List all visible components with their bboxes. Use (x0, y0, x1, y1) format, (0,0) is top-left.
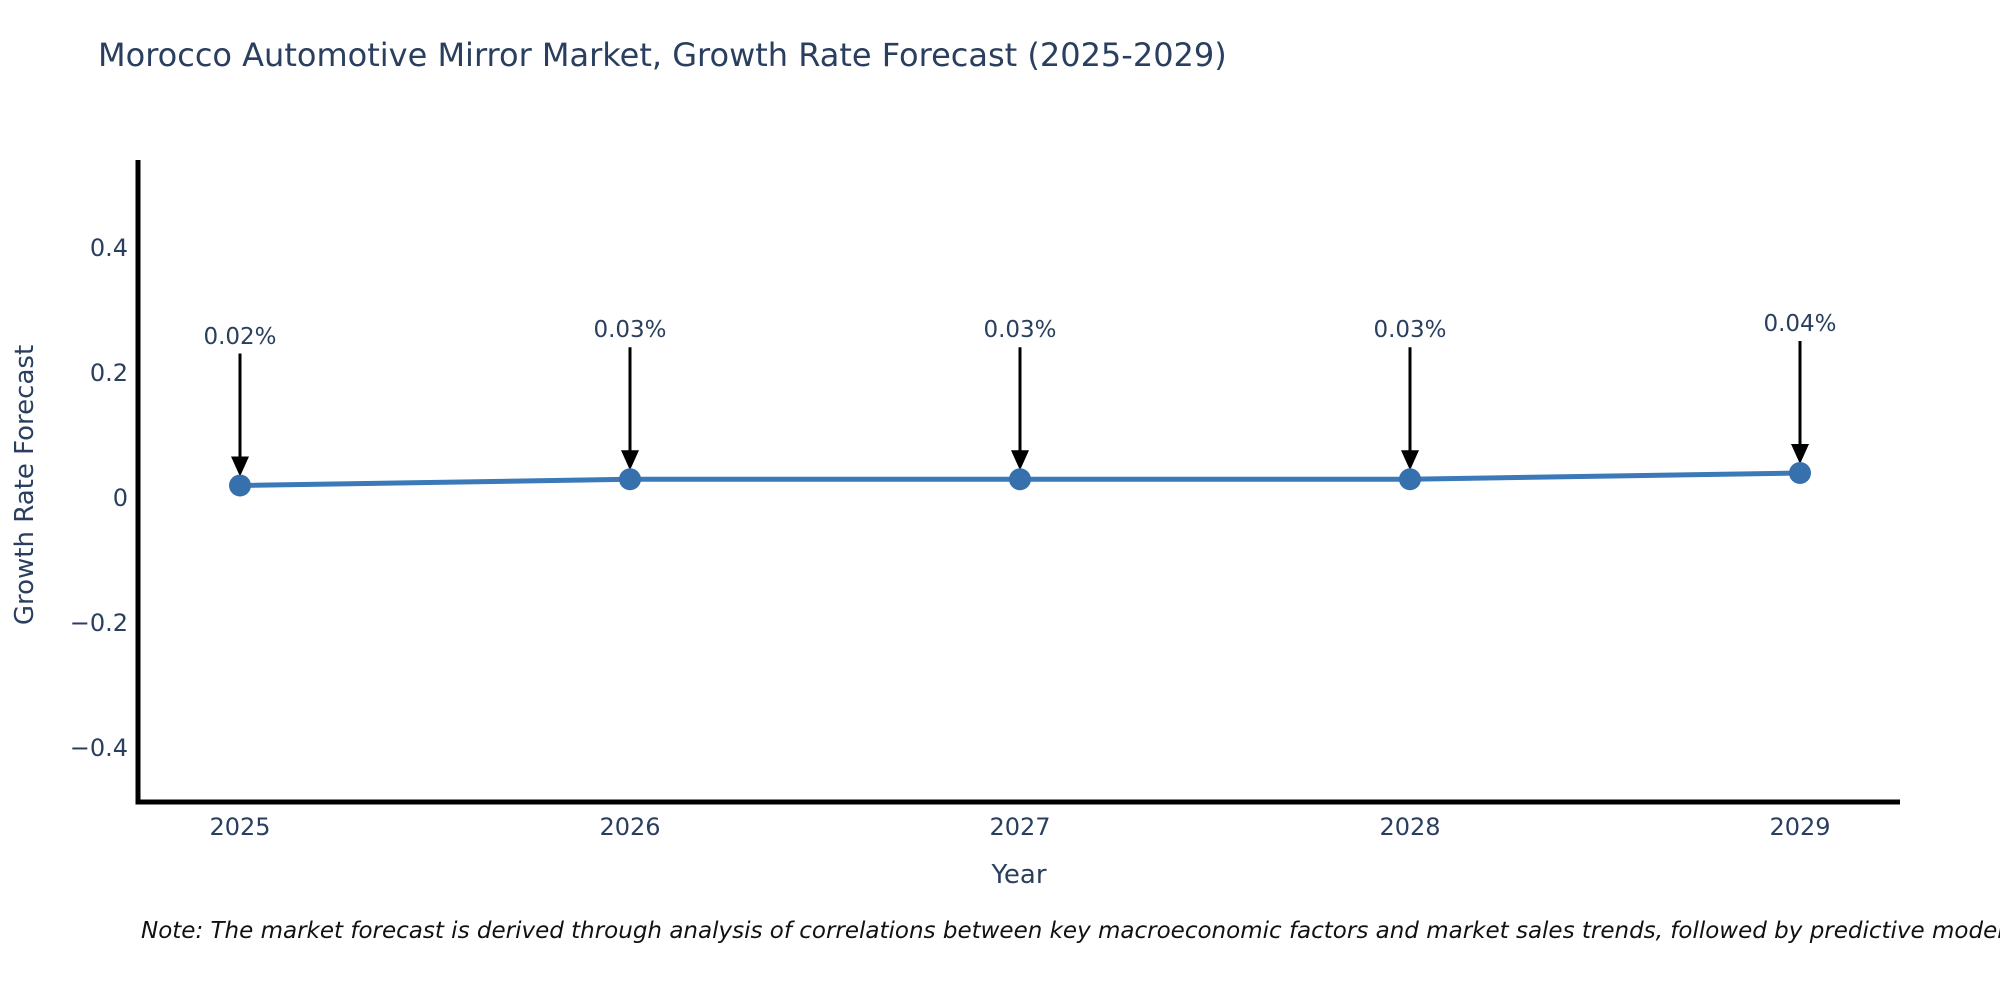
x-tick-label: 2025 (209, 813, 271, 841)
footnote: Note: The market forecast is derived thr… (141, 918, 2000, 944)
point-annotation: 0.03% (983, 317, 1057, 344)
chart-title: Morocco Automotive Mirror Market, Growth… (98, 36, 1227, 74)
x-tick-label: 2029 (1769, 813, 1831, 841)
data-point-marker (1399, 468, 1421, 491)
data-point-marker (229, 474, 251, 497)
y-tick-label: −0.4 (69, 734, 128, 762)
point-annotation: 0.02% (203, 323, 277, 350)
annotation-arrow-head (231, 456, 249, 477)
point-annotation: 0.04% (1763, 311, 1837, 337)
x-tick-label: 2027 (989, 813, 1051, 841)
x-tick-label: 2026 (599, 813, 661, 841)
data-point-marker (619, 468, 641, 491)
annotation-arrow-head (1401, 450, 1419, 471)
annotation-arrow-head (1791, 444, 1809, 464)
point-annotation: 0.03% (1373, 317, 1447, 344)
y-tick-label: 0 (112, 484, 128, 512)
data-point-marker (1789, 462, 1811, 484)
y-tick-label: 0.2 (89, 359, 128, 387)
y-tick-label: −0.2 (69, 609, 128, 637)
point-annotation: 0.03% (593, 317, 667, 344)
x-tick-label: 2028 (1379, 813, 1441, 841)
annotation-arrow-head (621, 450, 639, 471)
x-axis-title: Year (991, 860, 1047, 890)
y-tick-label: 0.4 (89, 234, 128, 262)
data-point-marker (1009, 468, 1031, 491)
annotation-arrow-head (1011, 450, 1029, 471)
